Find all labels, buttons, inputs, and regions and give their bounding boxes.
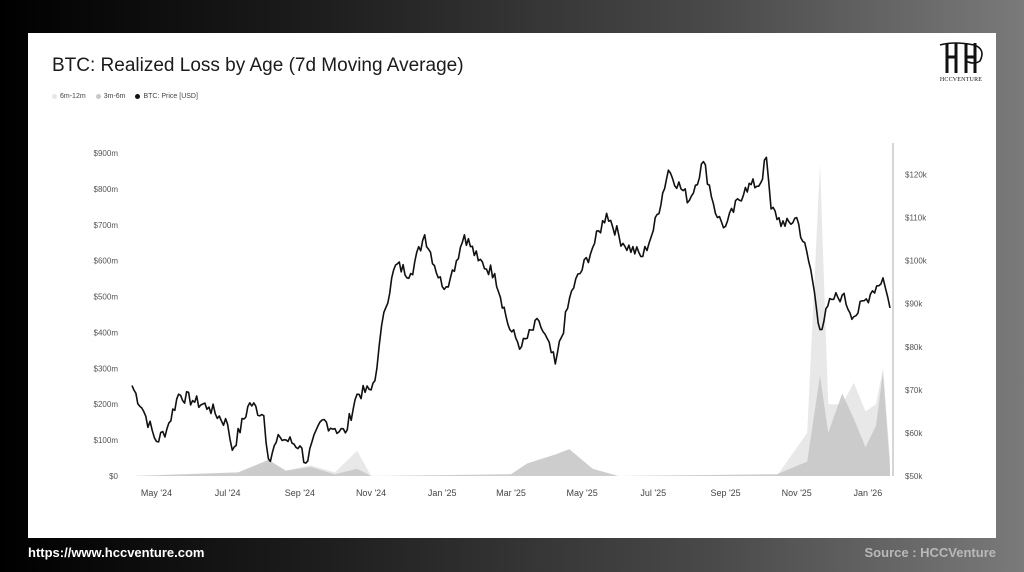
area-series-3m-6m: [132, 371, 890, 476]
legend-item-6m-12m[interactable]: 6m-12m: [52, 93, 86, 100]
x-tick-label: May '25: [567, 488, 598, 498]
x-tick-label: Mar '25: [496, 488, 526, 498]
price-line-series: [131, 156, 891, 464]
legend-dot-icon: [135, 94, 141, 99]
y-right-tick-label: $80k: [905, 343, 923, 352]
chart-plot: $0 $100m $200m $300m $400m $500m $600m $700m $80…: [94, 143, 928, 498]
source-credit: Source : HCCVenture: [864, 545, 996, 560]
legend: 6m-12m 3m-6m BTC: Price [USD]: [52, 93, 198, 100]
y-right-tick-label: $120k: [905, 171, 928, 180]
legend-item-3m-6m[interactable]: 3m-6m: [95, 93, 126, 100]
website-url-link[interactable]: https://www.hccventure.com: [28, 545, 205, 560]
y-left-tick-label: $600m: [94, 257, 119, 266]
x-tick-label: Nov '25: [782, 488, 812, 498]
y-left-tick-label: $900m: [94, 149, 119, 158]
x-tick-label: Jul '25: [640, 488, 666, 498]
x-tick-label: Sep '25: [710, 488, 740, 498]
logo-mark-icon: [939, 42, 983, 73]
x-tick-label: Sep '24: [285, 488, 315, 498]
y-right-tick-label: $90k: [905, 300, 923, 309]
x-tick-label: Nov '24: [356, 488, 386, 498]
y-right-tick-label: $70k: [905, 386, 923, 395]
legend-label: BTC: Price [USD]: [143, 93, 198, 100]
x-tick-label: Jan '25: [428, 488, 457, 498]
logo-text: HCCVENTURE: [939, 77, 983, 83]
y-left-tick-label: $200m: [94, 400, 119, 409]
y-left-tick-label: $100m: [94, 436, 119, 445]
y-right-tick-label: $100k: [905, 257, 928, 266]
x-tick-label: Jul '24: [215, 488, 241, 498]
x-tick-label: May '24: [141, 488, 172, 498]
legend-dot-icon: [95, 94, 101, 99]
y-right-tick-label: $50k: [905, 472, 923, 481]
chart-title: BTC: Realized Loss by Age (7d Moving Ave…: [52, 55, 464, 76]
legend-item-btc-price[interactable]: BTC: Price [USD]: [135, 93, 198, 100]
y-left-tick-label: $300m: [94, 364, 119, 373]
hccventure-logo: HCCVENTURE: [934, 39, 994, 87]
legend-label: 6m-12m: [60, 93, 86, 100]
y-left-tick-label: $400m: [94, 328, 119, 337]
chart-card: BTC: Realized Loss by Age (7d Moving Ave…: [28, 33, 996, 538]
legend-label: 3m-6m: [103, 93, 126, 100]
x-tick-label: Jan '26: [853, 488, 882, 498]
y-right-tick-label: $110k: [905, 214, 927, 223]
y-left-tick-label: $700m: [94, 221, 119, 230]
area-series-6m-12m: [132, 163, 890, 477]
y-left-tick-label: $800m: [94, 185, 119, 194]
y-left-tick-label: $0: [109, 472, 118, 481]
y-left-tick-label: $500m: [94, 293, 119, 302]
legend-dot-icon: [52, 94, 57, 99]
y-right-tick-label: $60k: [905, 429, 923, 438]
